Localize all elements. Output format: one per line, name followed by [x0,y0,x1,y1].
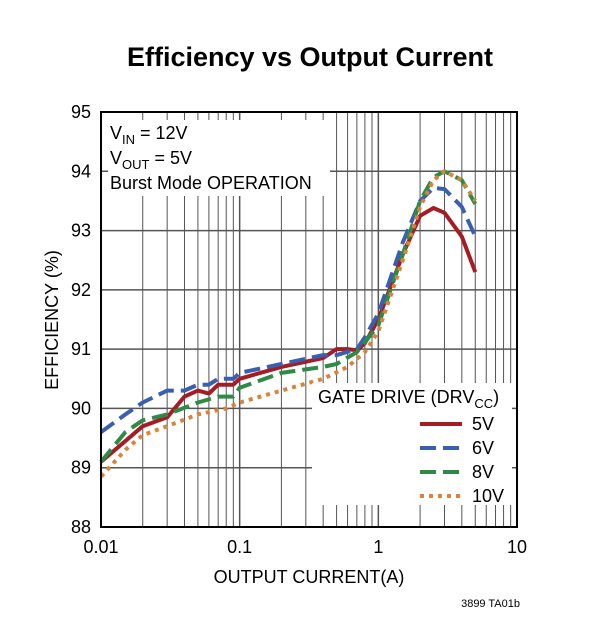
x-tick-label: 0.1 [227,537,252,557]
legend-box [312,383,512,505]
legend-label: 5V [472,414,494,434]
legend-label: 8V [472,462,494,482]
plot-frame [100,111,518,528]
annotation-line: Burst Mode OPERATION [110,173,312,193]
y-axis-label: EFFICIENCY (%) [42,250,62,390]
y-tick-label: 90 [71,398,91,418]
x-tick-label: 10 [507,537,527,557]
series-line-10V [99,169,477,478]
y-tick-label: 93 [71,221,91,241]
y-tick-label: 92 [71,280,91,300]
series-lines [99,169,478,478]
y-tick-label: 95 [71,102,91,122]
footnote: 3899 TA01b [461,598,520,610]
y-tick-label: 91 [71,339,91,359]
x-tick-label: 0.01 [83,537,118,557]
series-line-5V [99,206,478,464]
annotation-line: VIN = 12V [110,123,188,147]
x-axis-label: OUTPUT CURRENT(A) [214,567,405,587]
y-tick-label: 94 [71,161,91,181]
x-tick-label: 1 [373,537,383,557]
legend-label: 10V [472,486,504,506]
chart-title: Efficiency vs Output Current [127,42,493,72]
series-line-8V [99,169,478,464]
legend: GATE DRIVE (DRVCC) 5V 6V 8V 10V [318,387,504,506]
legend-title: GATE DRIVE (DRVCC) [318,387,499,411]
y-tick-label: 89 [71,458,91,478]
y-tick-label: 88 [71,517,91,537]
annotation-line: VOUT = 5V [110,148,192,172]
annotation-box [108,120,330,196]
ticks: 0.01 0.1 1 10 88 89 90 91 92 93 94 95 [71,102,527,557]
legend-label: 6V [472,438,494,458]
